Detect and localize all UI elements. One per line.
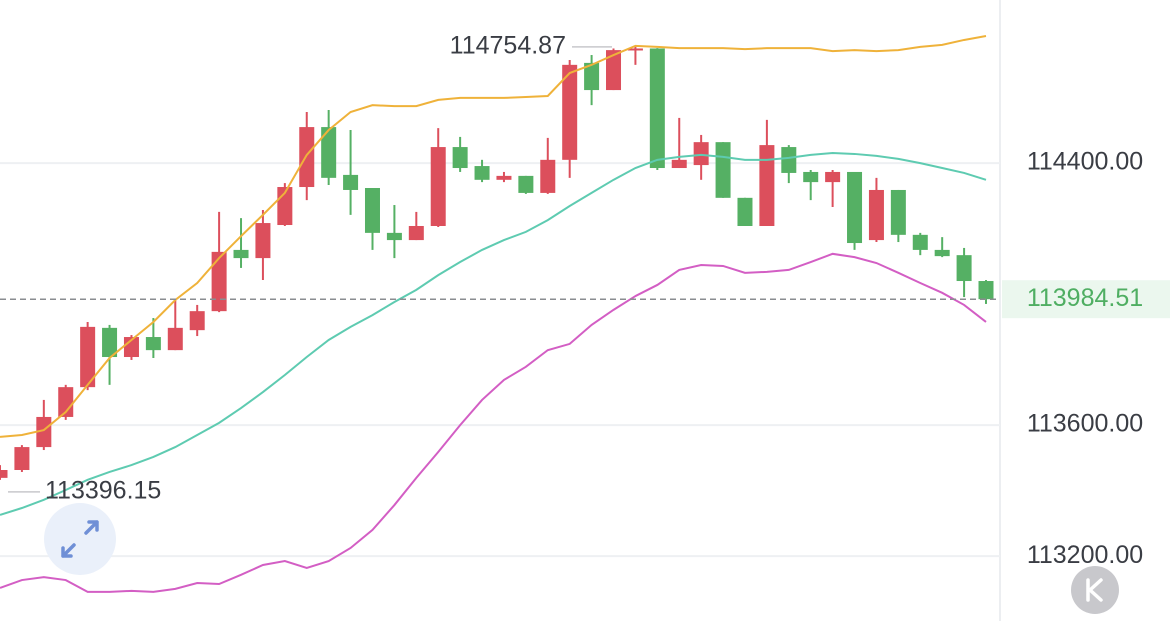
candle-body bbox=[737, 197, 753, 226]
candle-body bbox=[364, 188, 380, 233]
y-tick-label: 113200.00 bbox=[1027, 541, 1143, 569]
last-price-box bbox=[1002, 280, 1170, 319]
candle-body bbox=[343, 174, 359, 190]
candle-body bbox=[934, 249, 950, 257]
candle-body bbox=[430, 147, 446, 226]
candle-body bbox=[233, 249, 249, 259]
candle-body bbox=[759, 145, 775, 226]
candle-body bbox=[781, 147, 797, 173]
y-tick-label: 114400.00 bbox=[1027, 148, 1143, 176]
candle-body bbox=[211, 251, 227, 312]
candle-body bbox=[299, 127, 315, 188]
candle-body bbox=[452, 147, 468, 169]
candle-body bbox=[80, 326, 96, 388]
candle-body bbox=[562, 64, 578, 160]
candle-body bbox=[496, 175, 512, 180]
candle-body bbox=[102, 327, 118, 358]
candle-body bbox=[540, 159, 556, 193]
candle-body bbox=[890, 189, 906, 235]
candle-body bbox=[189, 311, 205, 331]
band-line bbox=[0, 151, 987, 516]
candle-body bbox=[518, 175, 534, 193]
candle-body bbox=[847, 171, 863, 244]
candle-body bbox=[912, 234, 928, 250]
expand-button[interactable] bbox=[44, 503, 116, 575]
k-button[interactable] bbox=[1071, 566, 1119, 614]
candle-body bbox=[693, 142, 709, 166]
candle-body bbox=[0, 470, 8, 478]
candle-body bbox=[584, 62, 600, 91]
candle-body bbox=[606, 50, 622, 91]
candle-body bbox=[956, 255, 972, 282]
band-line bbox=[0, 252, 987, 593]
candle-body bbox=[255, 223, 271, 259]
candle-body bbox=[649, 48, 665, 169]
candle-body bbox=[803, 171, 819, 183]
y-tick-label: 113600.00 bbox=[1027, 410, 1143, 438]
high-marker-label: 114754.87 bbox=[450, 31, 566, 59]
candle-body bbox=[474, 166, 490, 180]
candle-body bbox=[825, 171, 841, 183]
last-price-label: 113984.51 bbox=[1027, 284, 1143, 312]
candle-body bbox=[671, 159, 687, 169]
low-marker-label: 113396.15 bbox=[45, 477, 161, 505]
candle-body bbox=[58, 387, 74, 417]
candle-body bbox=[386, 232, 402, 241]
candle-body bbox=[627, 48, 643, 51]
candle-body bbox=[868, 189, 884, 241]
candle-body bbox=[36, 416, 52, 448]
candle-body bbox=[321, 127, 337, 178]
candle-body bbox=[978, 281, 994, 300]
candle-body bbox=[145, 337, 161, 351]
band-line bbox=[0, 35, 987, 438]
candle-body bbox=[167, 327, 183, 351]
candle-body bbox=[14, 447, 30, 471]
candle-body bbox=[715, 142, 731, 198]
candle-body bbox=[408, 225, 424, 241]
